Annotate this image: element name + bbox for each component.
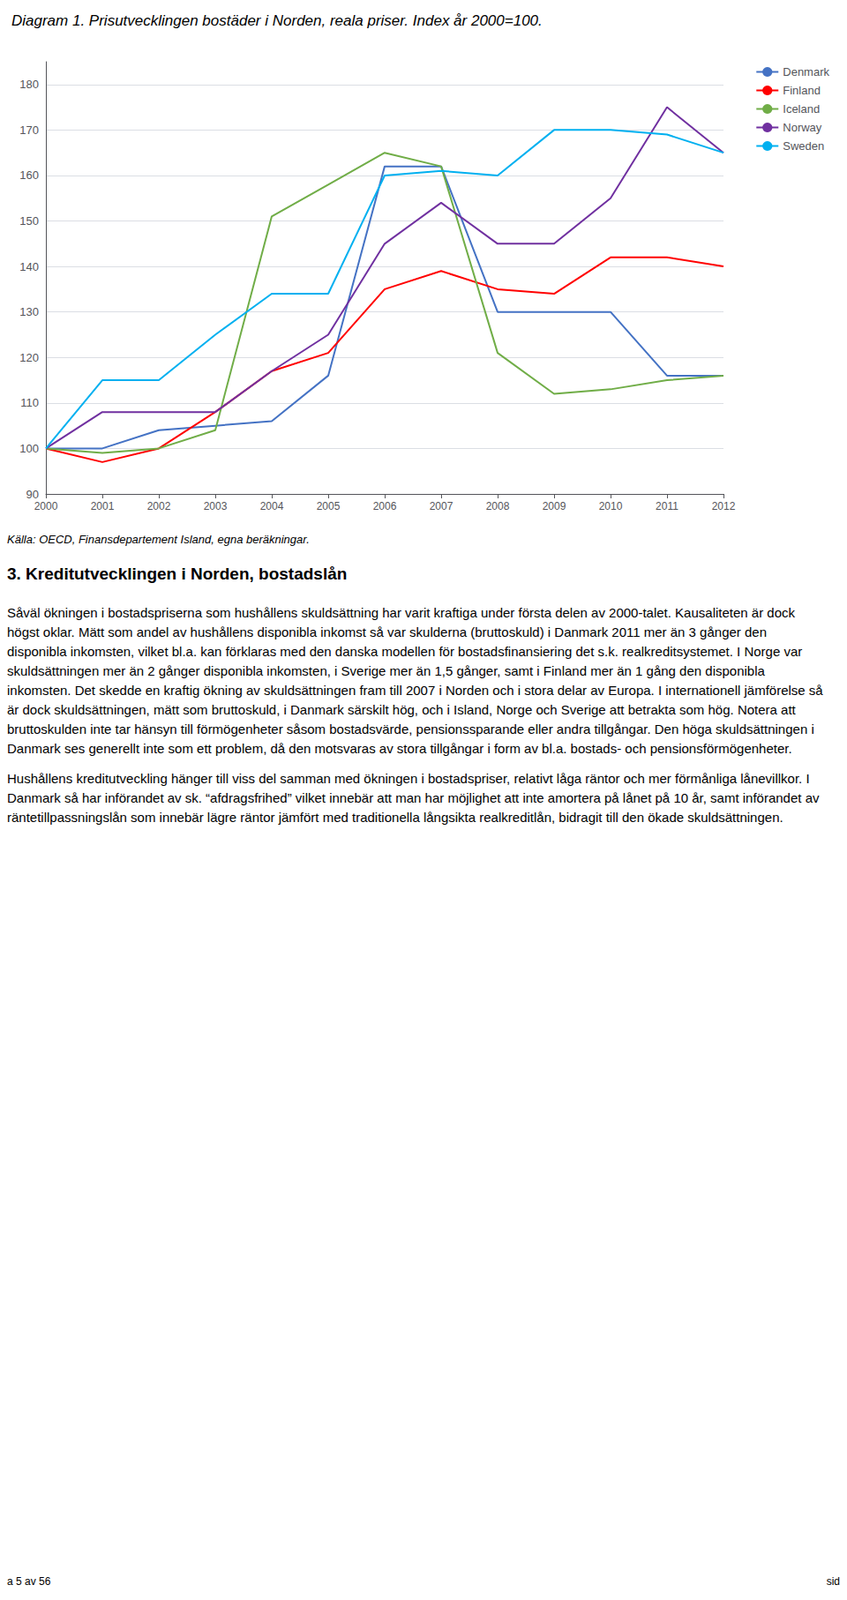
svg-text:120: 120 — [19, 351, 39, 365]
svg-text:2004: 2004 — [260, 500, 285, 513]
svg-text:Sweden: Sweden — [782, 139, 825, 153]
svg-text:2000: 2000 — [34, 500, 59, 513]
svg-text:2006: 2006 — [373, 500, 398, 513]
html-text:a 5 av 56: a 5 av 56 — [7, 1575, 51, 1589]
html-text:3. Kreditutvecklingen i Norden: 3. Kreditutvecklingen i Norden, bostadsl… — [7, 564, 348, 584]
svg-text:140: 140 — [19, 260, 39, 274]
svg-text:180: 180 — [19, 77, 39, 91]
svg-text:2010: 2010 — [599, 500, 623, 513]
html-text:Källa: OECD, Finansdepartement: Källa: OECD, Finansdepartement Island, e… — [7, 532, 310, 547]
svg-text:2007: 2007 — [429, 500, 454, 513]
svg-text:Denmark: Denmark — [782, 65, 830, 79]
svg-text:2005: 2005 — [316, 500, 341, 513]
html-text:Hushållens kreditutveckling hä: Hushållens kreditutveckling hänger till … — [7, 771, 820, 825]
svg-text:Finland: Finland — [782, 83, 821, 98]
svg-text:100: 100 — [19, 442, 39, 456]
svg-text:170: 170 — [19, 123, 39, 137]
svg-text:Norway: Norway — [782, 120, 823, 135]
svg-text:160: 160 — [19, 168, 39, 182]
svg-text:110: 110 — [20, 396, 39, 410]
svg-text:2001: 2001 — [90, 500, 115, 513]
svg-text:2002: 2002 — [147, 500, 172, 513]
svg-text:2008: 2008 — [486, 500, 510, 513]
html-text:Såväl ökningen i bostadspriser: Såväl ökningen i bostadspriserna som hus… — [7, 605, 823, 757]
svg-text:Diagram 1. Prisutvecklingen bo: Diagram 1. Prisutvecklingen bostäder i N… — [11, 12, 543, 30]
svg-text:2009: 2009 — [542, 500, 567, 513]
svg-text:2011: 2011 — [655, 500, 679, 513]
html-text:sid: sid — [826, 1575, 840, 1589]
svg-text:Iceland: Iceland — [782, 102, 820, 116]
svg-text:130: 130 — [19, 305, 39, 319]
svg-text:150: 150 — [19, 214, 39, 228]
svg-text:2012: 2012 — [712, 500, 736, 513]
svg-text:90: 90 — [26, 487, 39, 502]
svg-text:2003: 2003 — [203, 500, 228, 513]
